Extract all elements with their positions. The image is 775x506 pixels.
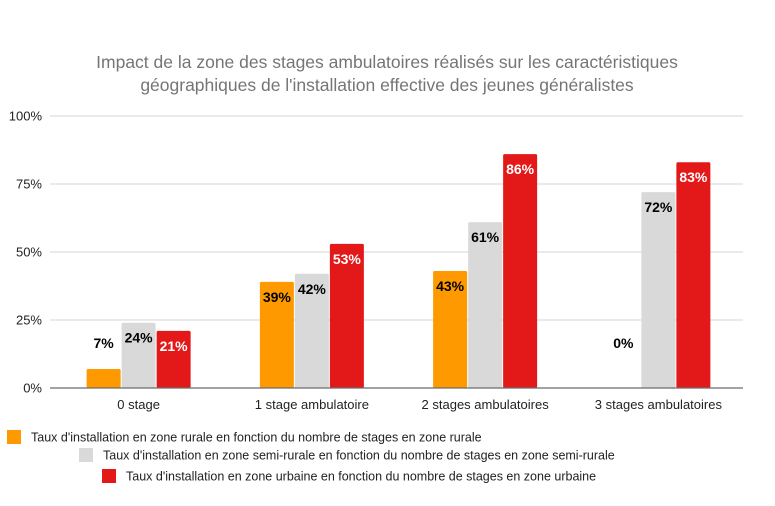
legend-swatch [7,430,21,444]
bar-urbaine [503,154,538,388]
data-label: 43% [436,278,465,294]
data-label: 21% [160,338,189,354]
bar-urbaine [156,330,191,388]
bar-semi-rurale [468,222,503,388]
legend-label: Taux d'installation en zone urbaine en f… [126,470,596,484]
data-label: 0% [613,335,634,351]
bar-urbaine [329,243,364,388]
data-label: 86% [506,161,535,177]
bar-rural [86,368,121,388]
data-label: 53% [333,251,362,267]
x-category-label: 3 stages ambulatoires [595,397,723,412]
data-label: 39% [263,289,292,305]
y-tick-label: 100% [9,109,43,124]
chart-title: Impact de la zone des stages ambulatoire… [96,52,678,95]
chart-title-line-2: géographiques de l'installation effectiv… [140,75,634,95]
x-category-label: 1 stage ambulatoire [255,397,369,412]
legend: Taux d'installation en zone rurale en fo… [7,430,615,484]
bar-rural [433,271,468,388]
y-tick-label: 0% [23,381,42,396]
bar-semi-rurale [641,192,676,388]
bar-urbaine [676,162,711,388]
legend-label: Taux d'installation en zone semi-rurale … [103,449,615,463]
legend-label: Taux d'installation en zone rurale en fo… [31,431,482,445]
bar-semi-rurale [294,273,329,388]
y-tick-label: 75% [16,177,42,192]
data-label: 61% [471,229,500,245]
bars [86,154,711,388]
chart-title-line-1: Impact de la zone des stages ambulatoire… [96,52,678,72]
data-labels: 7% 24% 21% 39% 42% 53% 43% 61% 86% 0% 72% 83% [94,161,708,354]
y-tick-label: 50% [16,245,42,260]
x-category-label: 2 stages ambulatoires [422,397,550,412]
x-category-label: 0 stage [117,397,160,412]
y-axis-ticks: 0% 25% 50% 75% 100% [9,109,43,396]
bar-rural [259,281,294,388]
data-label: 83% [679,169,708,185]
data-label: 24% [125,330,154,346]
data-label: 7% [94,335,115,351]
data-label: 42% [298,281,327,297]
data-label: 72% [644,199,673,215]
x-axis-categories: 0 stage 1 stage ambulatoire 2 stages ambul… [117,397,722,412]
bar-semi-rurale [121,322,156,388]
gridlines [50,115,743,321]
legend-swatch [79,448,93,462]
y-tick-label: 25% [16,313,42,328]
legend-swatch [102,469,116,483]
